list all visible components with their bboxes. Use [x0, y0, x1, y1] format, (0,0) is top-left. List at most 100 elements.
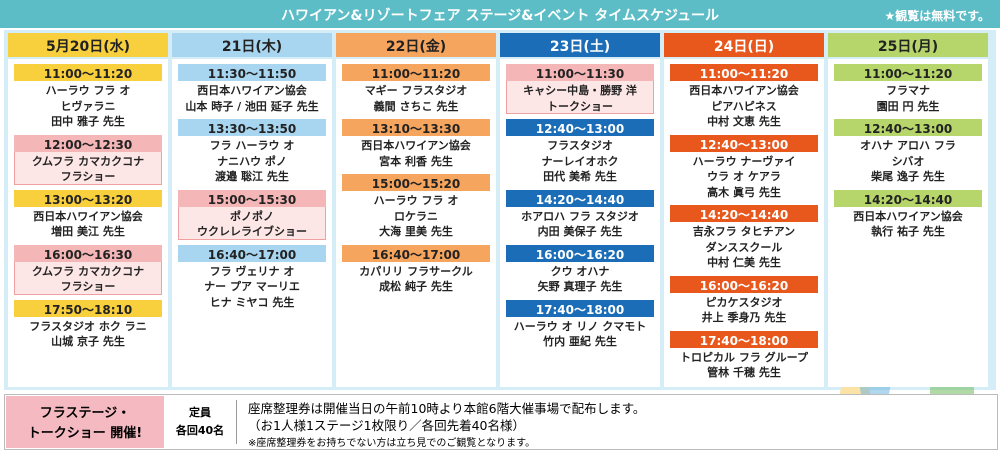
time-bar: [14, 134, 162, 152]
event-text: 内田 美保子 先生: [537, 225, 623, 238]
time-bar: [670, 134, 818, 152]
capacity: 各回40名: [175, 424, 225, 437]
day-header: [336, 33, 496, 57]
event-text: オハナ アロハ フラ: [860, 139, 956, 152]
time-bar: [178, 64, 326, 81]
event-text: クムフラ カマカクコナ: [31, 154, 145, 168]
event-text: ナーレイオホク: [541, 154, 619, 168]
event-text: 渡邉 聡江 先生: [215, 170, 289, 183]
event-text: マギー フラスタジオ: [364, 84, 468, 97]
note: ★観覧は無料です。: [884, 9, 990, 23]
event-text: フラマナ: [886, 84, 930, 97]
event-text: ハーラウ フラ オ: [373, 194, 459, 207]
event-text: 山本 時子 / 池田 延子 先生: [185, 99, 319, 113]
event-text: フラ ヴェリナ オ: [209, 264, 295, 278]
time-bar: [14, 299, 162, 317]
column: [828, 59, 988, 387]
time-bar: [506, 64, 654, 81]
event-text: 西日本ハワイアン協会: [853, 209, 963, 223]
event-text: トークショー: [547, 99, 613, 113]
event-text: 管林 千穂 先生: [707, 366, 781, 379]
event-text: 中村 仁美 先生: [707, 256, 781, 269]
time-bar: [670, 64, 818, 81]
time-bar: [342, 64, 490, 81]
event-text: ナニハウ ポノ: [217, 154, 287, 168]
footer-label-bg: [6, 396, 164, 448]
event-text: 田代 美希 先生: [543, 170, 617, 183]
event-text: ロケラニ: [394, 209, 438, 223]
divider: [236, 400, 237, 444]
time-bar: [178, 119, 326, 136]
event-time: 13:30～13:50: [207, 122, 297, 136]
time-bar: [178, 244, 326, 262]
event-text: 執行 祐子 先生: [871, 225, 945, 238]
event-text: シバオ: [891, 154, 925, 168]
event-time: 14:20～14:40: [863, 192, 953, 207]
event-text: 増田 美江 先生: [51, 225, 125, 238]
title: ハワイアン&リゾートフェア ステージ&イベント タイムスケジュール: [280, 8, 720, 24]
event-time: 17:40～18:00: [699, 333, 789, 348]
time-bar: [342, 244, 490, 262]
day-label: 5月20日(水): [45, 39, 131, 55]
footer-box: [4, 394, 998, 450]
day-label: 23日(土): [549, 39, 611, 55]
event-text: 山城 京子 先生: [51, 335, 125, 348]
event-time: 11:30～11:50: [207, 67, 297, 81]
event-time: 11:00～11:20: [43, 67, 133, 81]
event-time: 14:20～14:40: [535, 192, 625, 207]
event-text: ハーラウ ナーヴァイ: [692, 154, 796, 168]
time-bar: [670, 330, 818, 348]
event-text: ヒヴァラニ: [60, 99, 116, 113]
event-time: 11:00～11:30: [535, 67, 625, 81]
event-text: トロピカル フラ グループ: [680, 350, 808, 364]
day-header: [172, 33, 332, 57]
day-header: [664, 33, 824, 57]
column: [336, 59, 496, 387]
event-text: 大海 里美 先生: [379, 225, 453, 238]
event-text: ハーラウ オ リノ クマモト: [513, 319, 647, 333]
event-time: 15:00～15:20: [371, 177, 461, 191]
day-label: 22日(金): [385, 39, 447, 55]
event-text: 井上 季身乃 先生: [701, 311, 787, 324]
event-time: 12:40～13:00: [699, 137, 789, 152]
event-text: ウクレレライブショー: [197, 225, 307, 238]
event-time: 17:50～18:10: [43, 302, 133, 317]
event-time: 11:00～11:20: [699, 67, 789, 81]
event-text: ハーラウ フラ オ: [45, 84, 131, 97]
event-time: 11:00～11:20: [371, 67, 461, 81]
time-bar: [14, 244, 162, 262]
event-text: ヒナ ミヤコ 先生: [209, 295, 295, 309]
event-text: 田中 雅子 先生: [51, 115, 125, 128]
day-label: 21日(木): [221, 39, 283, 55]
event-text: 宮本 利香 先生: [379, 154, 453, 168]
time-bar: [342, 119, 490, 136]
event-time: 14:20～14:40: [699, 208, 789, 222]
event-text: 園田 円 先生: [876, 99, 940, 113]
time-bar: [834, 119, 982, 136]
event-text: クムフラ カマカクコナ: [31, 264, 145, 278]
time-bar: [834, 64, 982, 81]
event-text: 竹内 亜紀 先生: [543, 335, 617, 348]
event-text: 義間 さちこ 先生: [373, 99, 459, 113]
event-text: ピアハピネス: [711, 99, 777, 113]
event-text: ホアロハ フラ スタジオ: [521, 209, 639, 223]
event-text: 高木 眞弓 先生: [707, 185, 781, 199]
event-text: クウ オハナ: [550, 264, 610, 278]
event-time: 16:40～17:00: [207, 247, 297, 262]
capacity: 定員: [189, 406, 211, 419]
event-text: フラスタジオ ホク ラニ: [29, 319, 147, 333]
column: [8, 59, 168, 387]
time-bar: [178, 189, 326, 207]
event-text: キャシー中島・勝野 洋: [523, 84, 637, 97]
event-time: 12:40～13:00: [535, 122, 625, 136]
time-bar: [670, 205, 818, 222]
time-bar: [506, 299, 654, 317]
day-label: 25日(月): [877, 39, 939, 55]
time-bar: [506, 244, 654, 262]
event-time: 16:00～16:30: [43, 247, 133, 262]
time-bar: [506, 119, 654, 136]
event-text: ダンススクール: [705, 240, 783, 254]
event-text: 西日本ハワイアン協会: [361, 139, 471, 152]
event-text: ポノポノ: [230, 209, 274, 223]
